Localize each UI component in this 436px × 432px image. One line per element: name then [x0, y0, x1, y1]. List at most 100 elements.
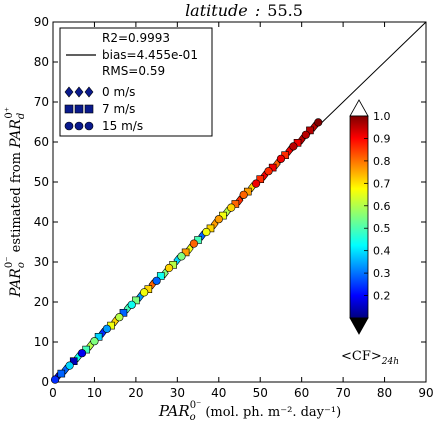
legend-circle-markers [64, 121, 94, 131]
data-point-circle [189, 239, 199, 248]
y-tick-label: 60 [34, 135, 49, 149]
diamond-marker-icon [84, 86, 94, 98]
data-point-circle [202, 227, 211, 237]
square-marker-icon [84, 104, 94, 114]
y-tick-label: 80 [34, 55, 49, 69]
data-point-circle [102, 324, 111, 333]
y-axis-label: PARo0⁻ estimated from PARd0⁺ [4, 107, 27, 298]
data-point-square [119, 308, 128, 317]
x-label-sub: o [190, 412, 196, 423]
data-point-circle [276, 154, 286, 163]
data-point-square [256, 175, 265, 183]
x-label-units: (mol. ph. m⁻². day⁻¹) [205, 405, 341, 420]
colorbar-label-sub: 24h [381, 357, 399, 367]
data-point-circle [177, 252, 186, 261]
colorbar-tick-label: 0.8 [373, 155, 391, 168]
colorbar: 1.0 0.9 0.8 0.7 0.6 0.5 0.4 0.3 0.2 <CF>24h [341, 99, 399, 367]
colorbar-label-main: <CF> [341, 349, 382, 364]
circle-marker-icon [74, 121, 84, 131]
data-point-circle [90, 337, 99, 346]
legend-stat-r2: R2=0.9993 [102, 31, 170, 45]
data-point-circle [251, 179, 261, 188]
x-label-par: PAR [158, 402, 190, 420]
legend-stat-bias: bias=4.455e-01 [102, 48, 198, 62]
colorbar-ticks: 1.0 0.9 0.8 0.7 0.6 0.5 0.4 0.3 0.2 [364, 110, 391, 303]
data-point-circle [227, 203, 236, 212]
legend-label-15ms: 15 m/s [102, 119, 143, 133]
y-label-sub2: d [16, 113, 27, 119]
colorbar-tick-label: 0.9 [373, 132, 391, 145]
y-tick-label: 20 [34, 295, 49, 309]
scatter-points [50, 118, 323, 384]
x-tick-label: 0 [49, 386, 57, 400]
data-point-square [306, 126, 314, 135]
legend-label-7ms: 7 m/s [102, 102, 135, 116]
y-tick-label: 30 [34, 255, 49, 269]
y-tick-label: 0 [41, 375, 49, 389]
data-point-circle [65, 361, 74, 370]
data-point-circle [152, 276, 161, 285]
title-colon: : [255, 1, 260, 20]
circle-marker-icon [64, 121, 74, 131]
x-tick-label: 90 [418, 386, 433, 400]
data-point-square [156, 272, 165, 280]
data-point-circle [115, 313, 124, 322]
y-tick-label: 10 [34, 335, 49, 349]
data-point-square [94, 332, 103, 341]
data-point-square [69, 357, 78, 366]
y-label-par2: PAR [8, 119, 24, 149]
colorbar-tick-label: 1.0 [373, 110, 391, 123]
data-point-circle [314, 118, 323, 127]
colorbar-tick-label: 0.6 [373, 200, 391, 213]
axis-ticks: 0 10 20 30 40 50 60 70 80 90 0 10 20 30 40 50 60 70 80 90 [34, 15, 434, 400]
y-label-middle: estimated from [9, 148, 24, 257]
data-point-circle [239, 190, 248, 199]
legend-diamond-markers [64, 86, 94, 98]
chart-title: latitude : 55.5 [185, 1, 303, 20]
colorbar-tick-label: 0.4 [373, 245, 391, 258]
data-point-circle [289, 142, 298, 151]
x-tick-label: 80 [377, 386, 392, 400]
x-tick-label: 30 [170, 386, 185, 400]
legend: R2=0.9993 bias=4.455e-01 RMS=0.59 0 m/s … [59, 27, 213, 137]
data-point-circle [50, 375, 60, 384]
circle-marker-icon [84, 121, 94, 131]
colorbar-extend-min [349, 317, 369, 335]
y-tick-label: 90 [34, 15, 49, 29]
data-point-circle [214, 215, 223, 224]
title-main: latitude [185, 1, 248, 20]
colorbar-tick-label: 0.7 [373, 177, 391, 190]
data-point-circle [77, 349, 87, 358]
data-point-circle [140, 288, 149, 297]
diamond-marker-icon [64, 86, 74, 98]
y-label-sup: 0⁻ [4, 257, 15, 269]
data-point-circle [164, 263, 174, 273]
x-label-sup: 0⁻ [190, 400, 202, 411]
y-label-par: PAR [8, 268, 24, 298]
data-point-square [132, 296, 140, 305]
colorbar-tick-label: 0.2 [373, 290, 391, 303]
x-tick-label: 20 [128, 386, 143, 400]
data-point-circle [264, 167, 273, 176]
data-point-square [57, 369, 66, 378]
title-value: 55.5 [267, 1, 303, 20]
x-tick-label: 70 [335, 386, 350, 400]
data-point-circle [301, 130, 310, 139]
square-marker-icon [74, 104, 84, 114]
y-tick-label: 70 [34, 95, 49, 109]
x-axis-label: PARo0⁻ (mol. ph. m⁻². day⁻¹) [158, 400, 341, 423]
diamond-marker-icon [74, 86, 84, 98]
x-tick-label: 50 [253, 386, 268, 400]
y-tick-label: 40 [34, 215, 49, 229]
y-label-sup2: 0⁺ [4, 107, 15, 119]
legend-box [59, 27, 213, 137]
y-label-sub: o [16, 262, 27, 268]
colorbar-gradient [349, 115, 369, 319]
x-tick-label: 10 [87, 386, 102, 400]
colorbar-label: <CF>24h [341, 349, 399, 367]
colorbar-tick-label: 0.3 [373, 267, 391, 280]
x-tick-label: 60 [294, 386, 309, 400]
legend-square-markers [64, 104, 94, 114]
data-point-circle [127, 300, 136, 309]
